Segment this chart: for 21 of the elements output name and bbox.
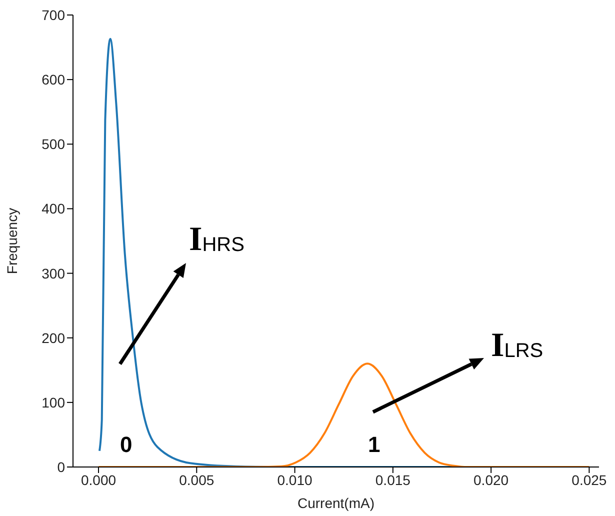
line-series [98, 362, 590, 467]
annotation: 1 [368, 432, 380, 457]
x-tick-label: 0.025 [572, 472, 607, 488]
annotation: IHRS [189, 221, 244, 258]
annotation: 0 [120, 432, 132, 457]
y-tick-label: 400 [42, 200, 66, 217]
x-tick-label: 0.015 [375, 472, 411, 488]
annotation: ILRS [491, 327, 544, 364]
y-tick-label: 0 [57, 458, 66, 475]
x-tick-label: 0.020 [474, 472, 509, 488]
x-tick-label: 0.010 [277, 472, 313, 488]
y-tick-label: 600 [42, 72, 66, 88]
y-tick-label: 700 [42, 6, 66, 23]
x-tick-label: 0.005 [179, 472, 214, 488]
y-tick-label: 100 [42, 394, 66, 410]
y-tick-label: 200 [42, 330, 66, 346]
y-tick-label: 500 [42, 136, 66, 152]
y-axis-title: Frequency [4, 208, 20, 274]
y-tick-label: 300 [42, 265, 66, 282]
x-tick-label: 0.000 [80, 472, 116, 488]
x-axis-title: Current(mA) [297, 495, 375, 511]
